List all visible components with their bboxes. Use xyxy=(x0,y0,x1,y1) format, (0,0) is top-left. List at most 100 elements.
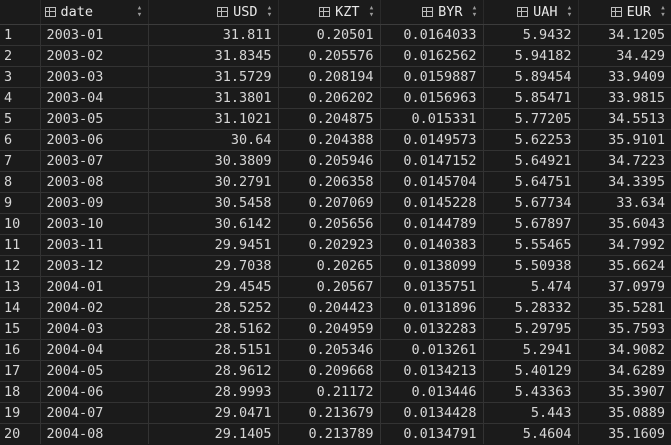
cell-eur: 35.3907 xyxy=(577,381,671,403)
row-index: 20 xyxy=(0,423,40,444)
cell-date: 2004-03 xyxy=(39,318,148,340)
cell-kzt: 0.204388 xyxy=(277,129,380,151)
cell-eur: 34.6289 xyxy=(577,360,671,382)
cell-byr: 0.015331 xyxy=(379,108,483,130)
cell-eur: 35.1609 xyxy=(577,423,671,444)
cell-eur: 33.9815 xyxy=(577,87,671,109)
cell-eur: 35.6043 xyxy=(577,213,671,235)
column-header-byr[interactable]: BYR ▴ ▾ xyxy=(379,0,483,25)
column-header-eur[interactable]: EUR ▴ ▾ xyxy=(577,0,671,25)
cell-usd: 30.64 xyxy=(147,129,278,151)
cell-date: 2003-07 xyxy=(39,150,148,172)
cell-usd: 31.5729 xyxy=(147,66,278,88)
cell-byr: 0.0145228 xyxy=(379,192,483,214)
cell-eur: 35.0889 xyxy=(577,402,671,424)
sort-arrows-icon[interactable]: ▴ ▾ xyxy=(266,3,273,20)
cell-uah: 5.9432 xyxy=(482,24,578,46)
cell-uah: 5.4604 xyxy=(482,423,578,444)
cell-usd: 31.3801 xyxy=(147,87,278,109)
row-index: 8 xyxy=(0,171,40,193)
cell-usd: 30.6142 xyxy=(147,213,278,235)
row-index: 17 xyxy=(0,360,40,382)
column-header-date[interactable]: date ▴ ▾ xyxy=(39,0,148,25)
cell-uah: 5.85471 xyxy=(482,87,578,109)
cell-kzt: 0.21172 xyxy=(277,381,380,403)
cell-usd: 28.9993 xyxy=(147,381,278,403)
cell-usd: 28.9612 xyxy=(147,360,278,382)
table-row: 9 2003-09 30.5458 0.207069 0.0145228 5.67734 3… xyxy=(0,192,671,214)
cell-byr: 0.0134428 xyxy=(379,402,483,424)
table-column-icon xyxy=(517,7,529,17)
table-row: 4 2003-04 31.3801 0.206202 0.0156963 5.85471 3… xyxy=(0,87,671,109)
table-row: 17 2004-05 28.9612 0.209668 0.0134213 5.40129… xyxy=(0,360,671,382)
cell-date: 2004-02 xyxy=(39,297,148,319)
cell-eur: 35.6624 xyxy=(577,255,671,277)
cell-byr: 0.0164033 xyxy=(379,24,483,46)
cell-byr: 0.0147152 xyxy=(379,150,483,172)
table-row: 6 2003-06 30.64 0.204388 0.0149573 5.62253 35.… xyxy=(0,129,671,151)
sort-arrows-icon[interactable]: ▴ ▾ xyxy=(368,3,375,20)
table-row: 10 2003-10 30.6142 0.205656 0.0144789 5.67897… xyxy=(0,213,671,235)
cell-eur: 33.634 xyxy=(577,192,671,214)
cell-uah: 5.443 xyxy=(482,402,578,424)
table-row: 3 2003-03 31.5729 0.208194 0.0159887 5.89454 3… xyxy=(0,66,671,88)
cell-date: 2003-04 xyxy=(39,87,148,109)
cell-uah: 5.2941 xyxy=(482,339,578,361)
cell-byr: 0.0135751 xyxy=(379,276,483,298)
cell-date: 2004-06 xyxy=(39,381,148,403)
column-header-kzt[interactable]: KZT ▴ ▾ xyxy=(277,0,380,25)
cell-uah: 5.89454 xyxy=(482,66,578,88)
column-header-label: date xyxy=(60,4,94,20)
cell-byr: 0.0131896 xyxy=(379,297,483,319)
table-row: 11 2003-11 29.9451 0.202923 0.0140383 5.55465… xyxy=(0,234,671,256)
cell-date: 2003-08 xyxy=(39,171,148,193)
cell-uah: 5.62253 xyxy=(482,129,578,151)
sort-arrows-icon[interactable]: ▴ ▾ xyxy=(136,3,143,20)
cell-usd: 30.2791 xyxy=(147,171,278,193)
cell-kzt: 0.204423 xyxy=(277,297,380,319)
sort-arrows-icon[interactable]: ▴ ▾ xyxy=(471,3,478,20)
table-column-icon xyxy=(422,7,434,17)
cell-byr: 0.0145704 xyxy=(379,171,483,193)
cell-uah: 5.28332 xyxy=(482,297,578,319)
cell-date: 2003-11 xyxy=(39,234,148,256)
table-column-icon xyxy=(44,7,56,17)
cell-byr: 0.0134791 xyxy=(379,423,483,444)
sort-arrows-icon[interactable]: ▴ ▾ xyxy=(660,3,666,20)
column-header-usd[interactable]: USD ▴ ▾ xyxy=(147,0,278,25)
cell-date: 2004-05 xyxy=(39,360,148,382)
cell-uah: 5.474 xyxy=(482,276,578,298)
cell-eur: 33.9409 xyxy=(577,66,671,88)
cell-kzt: 0.204959 xyxy=(277,318,380,340)
table-row: 15 2004-03 28.5162 0.204959 0.0132283 5.29795… xyxy=(0,318,671,340)
cell-byr: 0.0138099 xyxy=(379,255,483,277)
table-body: 1 2003-01 31.811 0.20501 0.0164033 5.9432 34.1… xyxy=(0,24,671,444)
cell-date: 2004-07 xyxy=(39,402,148,424)
row-index-header xyxy=(0,0,40,25)
cell-uah: 5.64921 xyxy=(482,150,578,172)
row-index: 6 xyxy=(0,129,40,151)
cell-date: 2003-10 xyxy=(39,213,148,235)
cell-kzt: 0.204875 xyxy=(277,108,380,130)
cell-kzt: 0.213789 xyxy=(277,423,380,444)
cell-usd: 29.4545 xyxy=(147,276,278,298)
cell-usd: 31.1021 xyxy=(147,108,278,130)
cell-kzt: 0.205656 xyxy=(277,213,380,235)
row-index: 14 xyxy=(0,297,40,319)
row-index: 15 xyxy=(0,318,40,340)
row-index: 19 xyxy=(0,402,40,424)
table-row: 13 2004-01 29.4545 0.20567 0.0135751 5.474 37.… xyxy=(0,276,671,298)
table-row: 20 2004-08 29.1405 0.213789 0.0134791 5.4604 3… xyxy=(0,423,671,444)
table-row: 2 2003-02 31.8345 0.205576 0.0162562 5.94182 3… xyxy=(0,45,671,67)
cell-eur: 35.7593 xyxy=(577,318,671,340)
sort-arrows-icon[interactable]: ▴ ▾ xyxy=(566,3,573,20)
row-index: 4 xyxy=(0,87,40,109)
table-row: 8 2003-08 30.2791 0.206358 0.0145704 5.64751 3… xyxy=(0,171,671,193)
cell-usd: 28.5252 xyxy=(147,297,278,319)
table-row: 7 2003-07 30.3809 0.205946 0.0147152 5.64921 3… xyxy=(0,150,671,172)
column-header-label: EUR xyxy=(626,4,651,20)
column-header-uah[interactable]: UAH ▴ ▾ xyxy=(482,0,578,25)
cell-eur: 34.429 xyxy=(577,45,671,67)
cell-byr: 0.013446 xyxy=(379,381,483,403)
cell-uah: 5.55465 xyxy=(482,234,578,256)
